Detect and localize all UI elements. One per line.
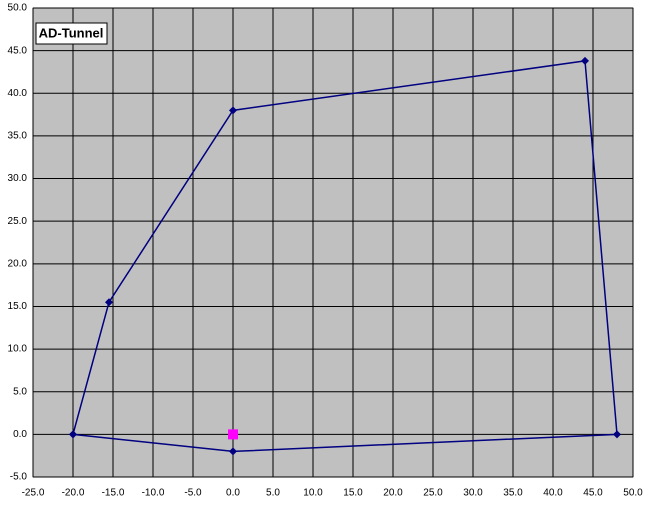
marker <box>581 56 589 65</box>
x-tick-label: 30.0 <box>463 488 483 499</box>
y-tick-label: 40.0 <box>8 88 28 99</box>
x-tick-label: 45.0 <box>583 488 603 499</box>
y-tick-label: 0.0 <box>13 429 27 440</box>
x-tick-label: 0.0 <box>226 488 240 499</box>
y-tick-label: 15.0 <box>8 301 28 312</box>
x-tick-label: 40.0 <box>543 488 563 499</box>
x-tick-label: 15.0 <box>343 488 363 499</box>
y-tick-label: 10.0 <box>8 344 28 355</box>
x-tick-label: -10.0 <box>142 488 165 499</box>
marker <box>613 430 621 439</box>
marker <box>229 106 237 115</box>
y-tick-label: -5.0 <box>10 472 28 483</box>
marker <box>69 430 77 439</box>
x-tick-label: 5.0 <box>266 488 280 499</box>
y-tick-label: 45.0 <box>8 45 28 56</box>
y-tick-label: 5.0 <box>13 386 27 397</box>
x-tick-label: 20.0 <box>383 488 403 499</box>
y-tick-label: 20.0 <box>8 258 28 269</box>
y-tick-label: 50.0 <box>8 3 28 14</box>
plot-area <box>32 7 634 478</box>
y-tick-label: 30.0 <box>8 173 28 184</box>
x-tick-label: -25.0 <box>22 488 45 499</box>
x-tick-label: -5.0 <box>184 488 202 499</box>
x-tick-label: 35.0 <box>503 488 523 499</box>
title-box <box>35 22 108 45</box>
x-tick-label: 25.0 <box>423 488 443 499</box>
marker <box>105 298 113 307</box>
y-tick-label: 35.0 <box>8 131 28 142</box>
x-tick-label: 50.0 <box>623 488 643 499</box>
chart-title: AD-Tunnel <box>39 25 104 40</box>
x-tick-label: -15.0 <box>102 488 125 499</box>
marker <box>228 429 238 440</box>
x-tick-label: 10.0 <box>303 488 323 499</box>
marker <box>229 447 237 456</box>
y-tick-label: 25.0 <box>8 216 28 227</box>
x-tick-label: -20.0 <box>62 488 85 499</box>
